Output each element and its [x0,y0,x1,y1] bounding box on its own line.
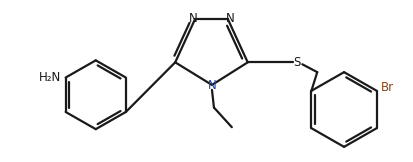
Text: N: N [208,79,216,92]
Text: H₂N: H₂N [38,71,61,84]
Text: S: S [294,56,301,69]
Text: N: N [225,12,234,25]
Text: Br: Br [381,81,394,94]
Text: N: N [189,12,197,25]
